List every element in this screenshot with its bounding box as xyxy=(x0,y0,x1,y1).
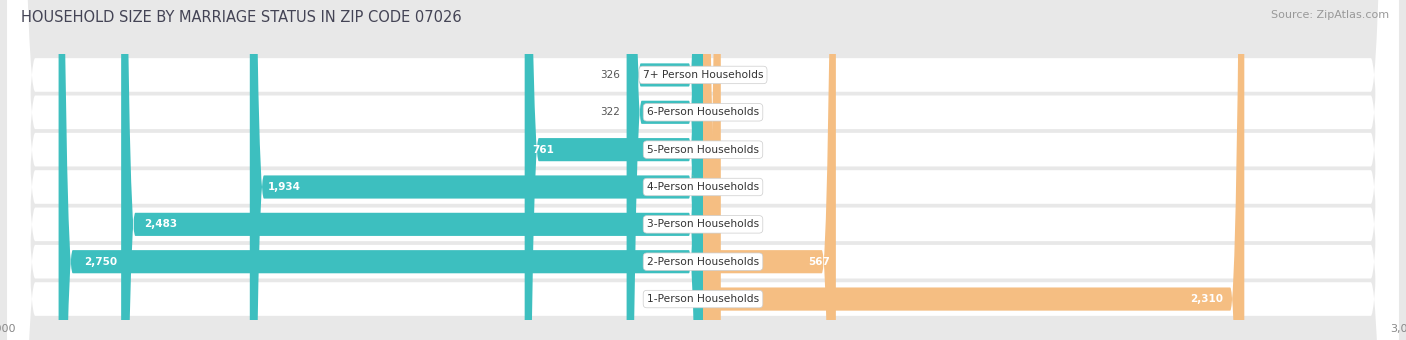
FancyBboxPatch shape xyxy=(7,0,1399,340)
FancyBboxPatch shape xyxy=(703,0,721,340)
FancyBboxPatch shape xyxy=(627,0,703,340)
Text: 6-Person Households: 6-Person Households xyxy=(647,107,759,117)
Text: 7+ Person Households: 7+ Person Households xyxy=(643,70,763,80)
FancyBboxPatch shape xyxy=(693,0,717,340)
Text: HOUSEHOLD SIZE BY MARRIAGE STATUS IN ZIP CODE 07026: HOUSEHOLD SIZE BY MARRIAGE STATUS IN ZIP… xyxy=(21,10,461,25)
Text: 2,483: 2,483 xyxy=(145,219,177,230)
Text: 5-Person Households: 5-Person Households xyxy=(647,144,759,155)
FancyBboxPatch shape xyxy=(703,0,1244,340)
Text: 4-Person Households: 4-Person Households xyxy=(647,182,759,192)
Text: 326: 326 xyxy=(600,70,620,80)
FancyBboxPatch shape xyxy=(524,0,703,340)
FancyBboxPatch shape xyxy=(7,0,1399,340)
FancyBboxPatch shape xyxy=(703,0,835,340)
Text: 3-Person Households: 3-Person Households xyxy=(647,219,759,230)
FancyBboxPatch shape xyxy=(627,0,703,340)
Text: Source: ZipAtlas.com: Source: ZipAtlas.com xyxy=(1271,10,1389,20)
FancyBboxPatch shape xyxy=(59,0,703,340)
FancyBboxPatch shape xyxy=(121,0,703,340)
Text: 15: 15 xyxy=(713,182,727,192)
FancyBboxPatch shape xyxy=(7,0,1399,340)
Text: 2,750: 2,750 xyxy=(84,257,118,267)
Text: 1-Person Households: 1-Person Households xyxy=(647,294,759,304)
FancyBboxPatch shape xyxy=(7,0,1399,340)
Text: 2,310: 2,310 xyxy=(1189,294,1223,304)
Text: 1,934: 1,934 xyxy=(269,182,301,192)
Text: 567: 567 xyxy=(808,257,831,267)
FancyBboxPatch shape xyxy=(7,0,1399,340)
Text: 2-Person Households: 2-Person Households xyxy=(647,257,759,267)
FancyBboxPatch shape xyxy=(7,0,1399,340)
Text: 322: 322 xyxy=(600,107,620,117)
Text: 761: 761 xyxy=(531,144,554,155)
FancyBboxPatch shape xyxy=(7,0,1399,340)
Text: 76: 76 xyxy=(728,219,741,230)
FancyBboxPatch shape xyxy=(250,0,703,340)
